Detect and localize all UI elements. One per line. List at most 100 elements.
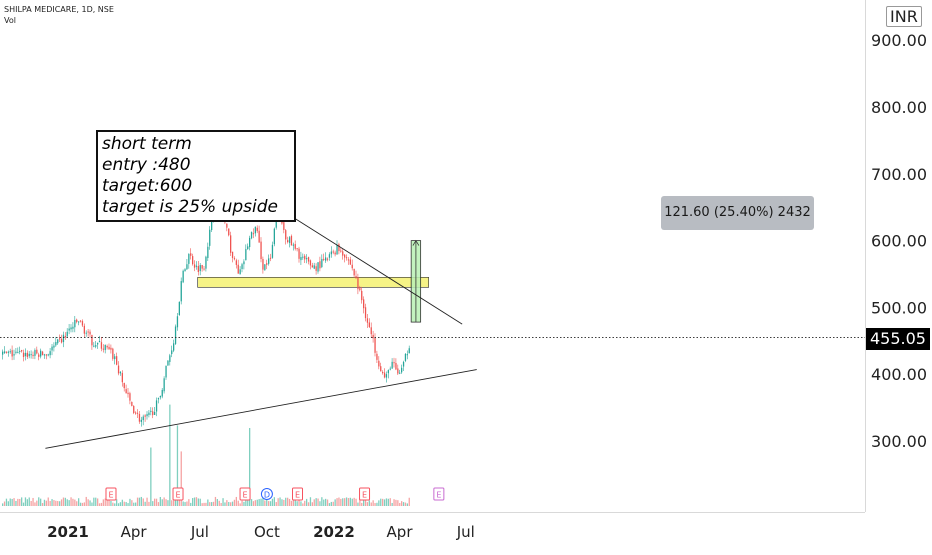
volume-bar [273, 497, 275, 506]
candle-body [121, 373, 123, 383]
volume-bar [155, 498, 158, 506]
candle-body [296, 248, 298, 250]
price-tick-label: 700.00 [871, 165, 927, 184]
candle-body [155, 400, 158, 412]
candle-body [17, 352, 19, 354]
volume-bar [207, 499, 209, 506]
volume-bar [382, 498, 384, 506]
candle-body [22, 352, 25, 358]
candle-body [13, 354, 15, 356]
volume-bar [401, 501, 403, 506]
candle-body [401, 367, 403, 373]
candle-body [64, 336, 66, 338]
candle-body [393, 362, 395, 364]
time-axis[interactable]: 2021 Apr Jul Oct 2022 Apr Jul [0, 512, 865, 551]
candle-body [239, 269, 241, 275]
candle-body [287, 240, 289, 243]
volume-bar [277, 498, 279, 506]
candle-body [112, 348, 114, 359]
candle-body [197, 266, 199, 272]
volume-bar [66, 499, 68, 506]
candle-body [49, 351, 51, 356]
candle-body [79, 320, 82, 322]
chart-plot-area[interactable]: E E E D E E E SHILPA MEDICARE, 1D, NSE Vol sho… [0, 0, 865, 512]
volume-bar [364, 497, 367, 506]
volume-bar [224, 502, 226, 506]
volume-bar [393, 499, 395, 506]
volume-bar [235, 496, 237, 506]
volume-bar [275, 502, 277, 506]
volume-bar [344, 498, 346, 506]
volume-bar [309, 497, 312, 506]
candle-body [325, 257, 327, 261]
candle-body [334, 252, 336, 255]
candle-body [382, 372, 384, 374]
volume-bar [368, 500, 370, 506]
volume-bar [98, 503, 101, 506]
volume-bar [15, 500, 17, 506]
volume-bar [97, 498, 99, 506]
candle-body [328, 254, 331, 258]
volume-bar [117, 503, 120, 506]
volume-bar [51, 499, 53, 506]
volume-bar [21, 497, 23, 506]
volume-bar [140, 496, 142, 506]
candle-body [110, 347, 112, 350]
volume-bar [176, 425, 179, 506]
candle-body [372, 334, 374, 339]
volume-bar [173, 500, 175, 506]
volume-bar [212, 501, 215, 506]
candle-body [106, 346, 108, 348]
candle-body [404, 353, 407, 361]
candle-body [74, 319, 76, 328]
candle-body [275, 221, 277, 228]
volume-bar [40, 498, 42, 506]
volume-bar [370, 502, 372, 506]
volume-bar [254, 500, 256, 506]
volume-bar [161, 499, 163, 506]
candle-body [228, 228, 230, 236]
candle-body [125, 389, 127, 394]
candle-body [104, 344, 106, 351]
volume-bar [385, 498, 388, 506]
symbol-header: SHILPA MEDICARE, 1D, NSE Vol [4, 4, 114, 26]
candle-body [397, 368, 399, 374]
trade-note-box[interactable]: short term entry :480 target:600 target … [96, 130, 296, 222]
earnings-marker-label: E [243, 491, 248, 500]
time-tick-label: Jul [456, 523, 475, 541]
volume-bar [307, 502, 310, 506]
volume-bar [241, 500, 243, 506]
volume-bar [26, 499, 28, 506]
candle-body [285, 230, 287, 240]
volume-bar [296, 501, 298, 506]
candle-body [190, 253, 192, 256]
price-range-measure-label[interactable]: 121.60 (25.40%) 2432 [661, 196, 814, 230]
volume-bar [256, 499, 258, 506]
volume-bar [285, 497, 287, 506]
price-tick-label: 600.00 [871, 232, 927, 251]
volume-bar [41, 503, 44, 506]
volume-bar [338, 497, 340, 506]
candle-body [207, 246, 209, 259]
candle-body [47, 354, 49, 356]
volume-bar [317, 498, 319, 506]
candle-body [332, 251, 334, 253]
volume-bar [374, 503, 376, 506]
price-axis[interactable]: INR 300.00 400.00 500.00 600.00 700.00 800.00… [865, 0, 932, 512]
candle-body [378, 360, 380, 367]
candle-body [357, 277, 359, 290]
candle-body [24, 352, 27, 357]
candle-body [43, 354, 46, 356]
volume-bar [7, 501, 9, 506]
time-tick-label: 2021 [47, 523, 89, 541]
volume-bar [43, 499, 46, 506]
candle-body [283, 222, 285, 230]
candle-body [302, 256, 304, 258]
volume-bar [230, 502, 232, 506]
currency-button[interactable]: INR [886, 6, 922, 27]
volume-bar [74, 499, 76, 506]
volume-bar [231, 501, 234, 506]
volume-bar [157, 502, 160, 506]
volume-bar [138, 497, 141, 506]
